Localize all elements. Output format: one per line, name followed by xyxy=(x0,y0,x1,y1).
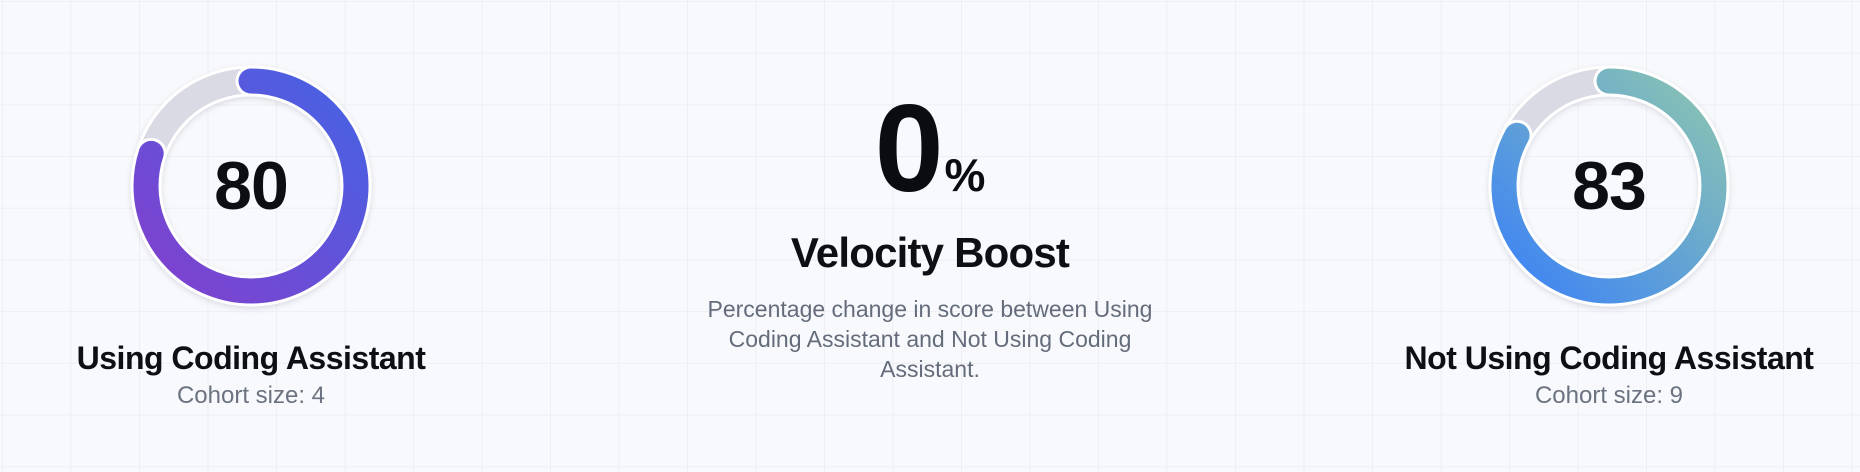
boost-title: Velocity Boost xyxy=(790,229,1070,277)
right-gauge-column: 83 Not Using Coding Assistant Cohort siz… xyxy=(1358,61,1860,411)
left-gauge-cohort-size: Cohort size: 4 xyxy=(176,382,326,410)
velocity-boost-stat: 0 % Velocity Boost Percentage change in … xyxy=(502,87,1358,384)
right-gauge-ring-chart xyxy=(1488,65,1730,307)
left-gauge-label: Using Coding Assistant xyxy=(76,339,426,376)
left-gauge-column: 80 Using Coding Assistant Cohort size: 4 xyxy=(0,61,502,411)
ring-progress-arc xyxy=(133,68,369,304)
boost-value: 0 xyxy=(874,80,944,219)
left-gauge: 80 xyxy=(126,61,376,311)
boost-value-row: 0 % xyxy=(875,87,986,211)
right-gauge-score: 83 xyxy=(1572,147,1647,224)
right-gauge: 83 xyxy=(1484,61,1734,311)
left-gauge-ring-chart xyxy=(130,65,372,307)
right-gauge-cohort-size: Cohort size: 9 xyxy=(1534,382,1684,410)
ring-progress-arc xyxy=(1491,68,1727,304)
right-gauge-label: Not Using Coding Assistant xyxy=(1404,339,1814,376)
left-gauge-score: 80 xyxy=(214,147,289,224)
boost-description: Percentage change in score between Using… xyxy=(707,295,1153,383)
boost-percent-sign: % xyxy=(944,149,986,202)
